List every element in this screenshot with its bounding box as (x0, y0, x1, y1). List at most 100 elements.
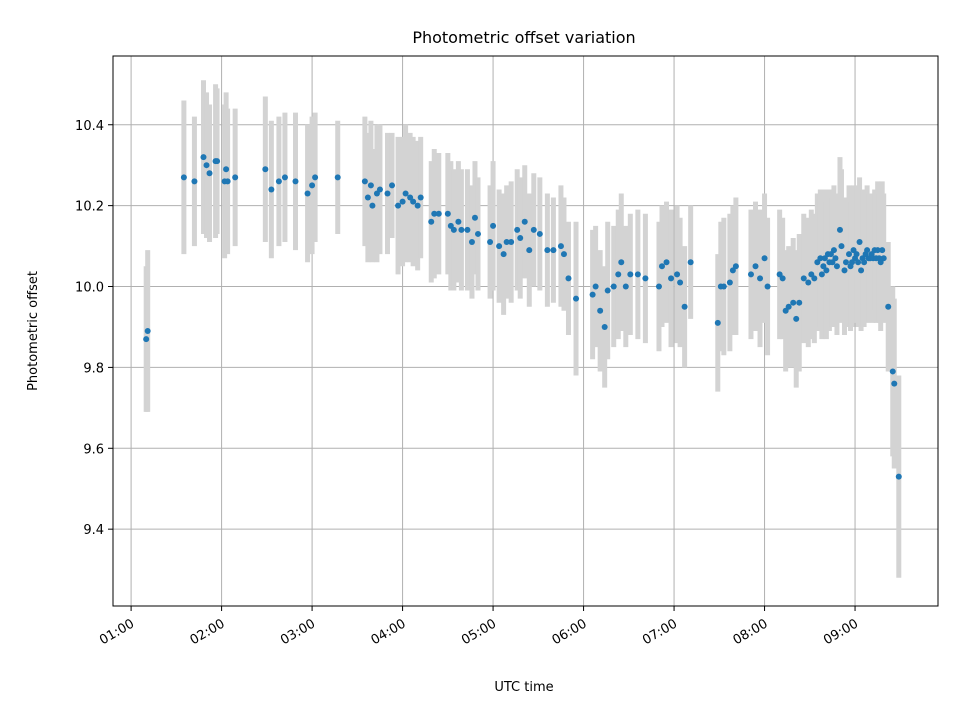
data-point (663, 259, 670, 266)
x-tick-label: 02:00 (188, 616, 228, 648)
data-point (601, 323, 608, 330)
chart-title: Photometric offset variation (412, 28, 635, 47)
data-point (334, 174, 341, 181)
data-point (471, 214, 478, 221)
data-point (752, 263, 759, 270)
data-point (200, 154, 207, 161)
data-point (428, 218, 435, 225)
data-point (367, 182, 374, 189)
data-point (262, 166, 269, 173)
data-point (779, 275, 786, 282)
data-point (811, 275, 818, 282)
data-point (634, 271, 641, 278)
data-point (818, 271, 825, 278)
data-point (514, 226, 521, 233)
data-point (292, 178, 299, 185)
data-point (304, 190, 311, 197)
data-point (757, 275, 764, 282)
data-point (544, 247, 551, 254)
data-point (500, 251, 507, 258)
data-point (312, 174, 319, 181)
data-point (785, 303, 792, 310)
data-point (530, 226, 537, 233)
data-point (761, 255, 768, 262)
data-point (833, 263, 840, 270)
data-point (589, 291, 596, 298)
data-point (410, 198, 417, 205)
data-point (232, 174, 239, 181)
x-tick-label: 03:00 (278, 616, 318, 648)
y-tick-label: 9.4 (83, 523, 104, 538)
data-point (521, 218, 528, 225)
data-point (444, 210, 451, 217)
data-point (747, 271, 754, 278)
data-point (790, 299, 797, 306)
data-point (369, 202, 376, 209)
data-point (364, 194, 371, 201)
data-point (468, 239, 475, 246)
data-point (389, 182, 396, 189)
data-point (858, 267, 865, 274)
data-point (681, 303, 688, 310)
data-point (560, 251, 567, 258)
data-point (622, 283, 629, 290)
data-point (841, 267, 848, 274)
data-point (885, 303, 892, 310)
data-point (823, 267, 830, 274)
data-point (526, 247, 533, 254)
data-point (604, 287, 611, 294)
data-point (268, 186, 275, 193)
data-point (203, 162, 210, 169)
data-point (417, 194, 424, 201)
x-tick-label: 08:00 (731, 616, 771, 648)
data-point (846, 251, 853, 258)
data-point (309, 182, 316, 189)
data-point (864, 247, 871, 254)
data-point (627, 271, 634, 278)
data-point (496, 243, 503, 250)
data-point (550, 247, 557, 254)
data-point (224, 178, 231, 185)
data-point (455, 218, 462, 225)
x-tick-label: 07:00 (640, 616, 680, 648)
data-point (891, 380, 898, 387)
data-point (658, 263, 665, 270)
data-point (361, 178, 368, 185)
data-point (615, 271, 622, 278)
data-point (592, 283, 599, 290)
data-point (508, 239, 515, 246)
data-point (800, 275, 807, 282)
data-point (435, 210, 442, 217)
data-point (597, 307, 604, 314)
data-point (464, 226, 471, 233)
data-point (642, 275, 649, 282)
data-point (458, 226, 465, 233)
data-point (793, 315, 800, 322)
data-point (395, 202, 402, 209)
y-tick-label: 10.4 (75, 119, 104, 134)
data-point (180, 174, 187, 181)
data-point (431, 210, 438, 217)
y-tick-label: 10.0 (75, 281, 104, 296)
data-point (861, 259, 868, 266)
data-point (487, 239, 494, 246)
y-tick-label: 9.8 (83, 361, 104, 376)
data-point (677, 279, 684, 286)
data-point (853, 251, 860, 258)
y-axis-ticks: 9.4 9.6 9.8 10.0 10.2 10.4 (75, 119, 113, 538)
data-point (450, 226, 457, 233)
data-point (573, 295, 580, 302)
data-point (838, 243, 845, 250)
data-point (399, 198, 406, 205)
data-point (143, 336, 150, 343)
data-point (384, 190, 391, 197)
data-point (223, 166, 230, 173)
data-point (674, 271, 681, 278)
data-point (832, 255, 839, 262)
x-tick-label: 06:00 (550, 616, 590, 648)
data-point (889, 368, 896, 375)
y-tick-label: 10.2 (75, 200, 104, 215)
data-point (720, 283, 727, 290)
data-point (618, 259, 625, 266)
